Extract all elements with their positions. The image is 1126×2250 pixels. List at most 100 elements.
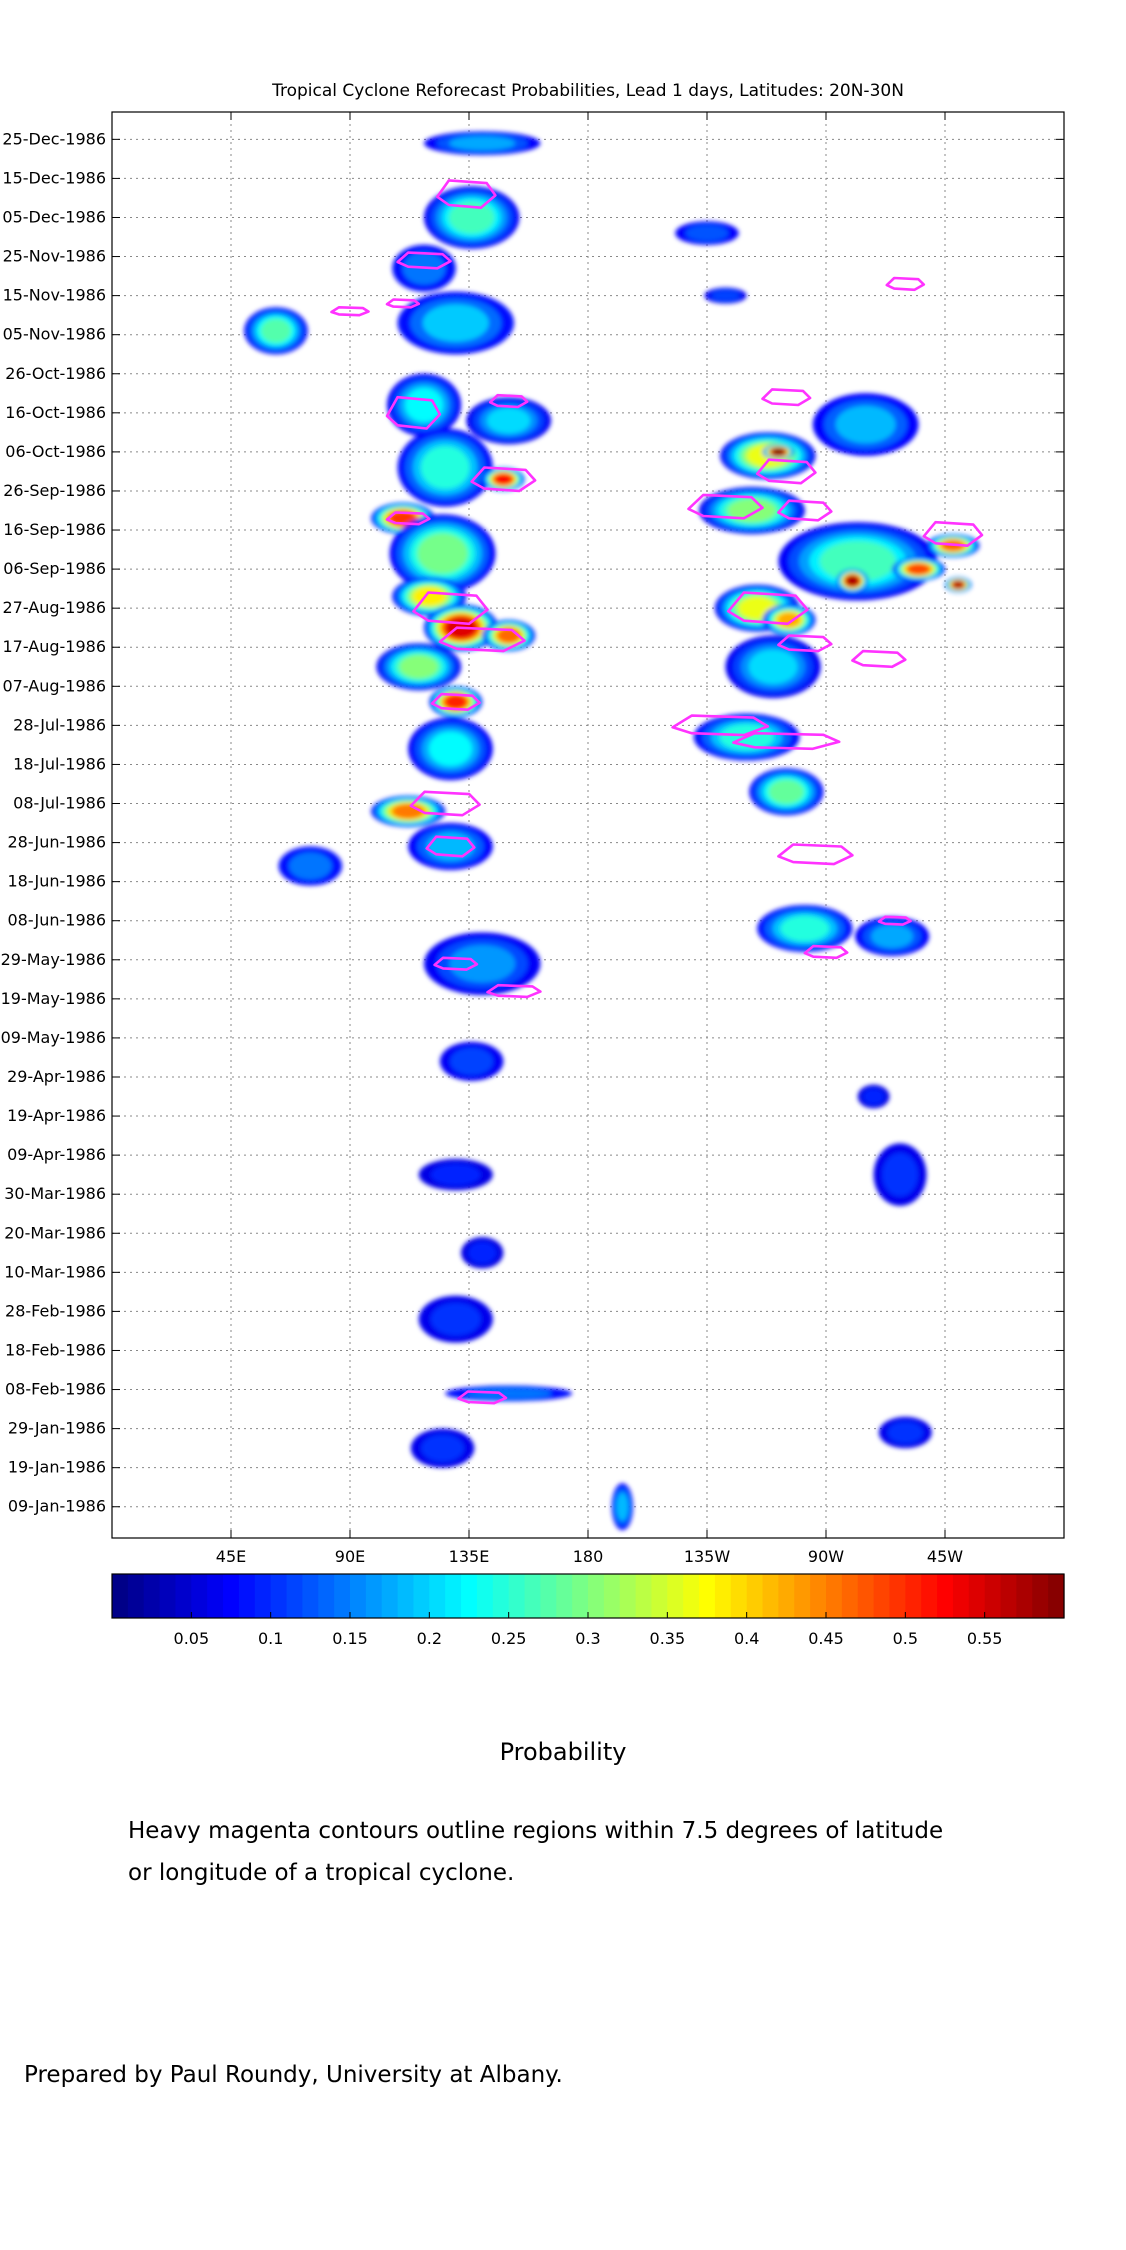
colorbar-segment	[381, 1574, 399, 1618]
x-tick-label: 45W	[927, 1547, 963, 1566]
colorbar-segment	[635, 1574, 653, 1618]
probability-cell	[421, 1434, 464, 1462]
probability-cell	[412, 586, 446, 606]
probability-cell	[780, 915, 830, 942]
y-tick-label: 20-Mar-1986	[4, 1223, 106, 1242]
y-tick-label: 08-Jul-1986	[13, 794, 106, 813]
probability-cell	[260, 318, 292, 343]
colorbar-tick-label: 0.1	[258, 1629, 283, 1648]
probability-cell	[486, 407, 531, 434]
cyclone-contour	[425, 835, 476, 858]
y-tick-label: 09-Jan-1986	[8, 1497, 106, 1516]
colorbar-segment	[984, 1574, 1002, 1618]
cyclone-contour	[726, 591, 809, 626]
colorbar-segment	[683, 1574, 700, 1618]
colorbar-label: Probability	[499, 1738, 627, 1766]
colorbar-segment	[841, 1574, 859, 1618]
colorbar-segment	[508, 1574, 526, 1618]
colorbar-tick-label: 0.3	[575, 1629, 600, 1648]
colorbar-segment	[826, 1574, 843, 1618]
colorbar-segment	[556, 1574, 573, 1618]
probability-cell	[449, 944, 516, 983]
y-tick-label: 28-Jul-1986	[13, 715, 106, 734]
probability-cell	[405, 387, 444, 423]
colorbar-segment	[1048, 1574, 1065, 1618]
y-tick-label: 27-Aug-1986	[2, 598, 106, 617]
y-axis-ticks: 09-Jan-1986 19-Jan-1986 29-Jan-1986 08-Feb-…	[1, 129, 1064, 1516]
y-tick-label: 19-Apr-1986	[7, 1106, 106, 1125]
cyclone-contour	[777, 634, 833, 653]
y-tick-label: 15-Nov-1986	[3, 286, 106, 305]
probability-cell	[430, 1163, 481, 1186]
colorbar-segment	[318, 1574, 335, 1618]
probability-cell	[465, 1387, 552, 1399]
colorbar-segment	[334, 1574, 351, 1618]
colorbar-segment	[540, 1574, 557, 1618]
probability-cell	[711, 290, 740, 302]
cyclone-contour	[803, 944, 849, 960]
chart-figure: Tropical Cyclone Reforecast Probabilitie…	[1, 81, 1065, 1648]
cyclone-contour	[412, 591, 489, 626]
cyclone-contour	[433, 956, 479, 971]
cyclone-contour	[438, 626, 526, 653]
y-tick-label: 30-Mar-1986	[4, 1184, 106, 1203]
colorbar-segment	[651, 1574, 668, 1618]
y-tick-label: 06-Sep-1986	[3, 559, 106, 578]
credit-text: Prepared by Paul Roundy, University at A…	[24, 2062, 563, 2088]
y-tick-label: 29-Apr-1986	[7, 1067, 106, 1086]
y-tick-label: 06-Oct-1986	[5, 442, 106, 461]
colorbar-segment	[810, 1574, 827, 1618]
probability-cell	[288, 852, 332, 880]
x-tick-label: 135E	[449, 1547, 490, 1566]
colorbar-segment	[143, 1574, 161, 1618]
y-tick-label: 28-Jun-1986	[7, 833, 106, 852]
cyclone-contour	[851, 649, 907, 669]
colorbar-segment	[588, 1574, 605, 1618]
colorbar-segment	[937, 1574, 954, 1618]
y-tick-label: 16-Oct-1986	[5, 403, 106, 422]
y-tick-label: 28-Feb-1986	[5, 1301, 106, 1320]
x-tick-label: 90E	[335, 1547, 365, 1566]
colorbar-segment	[1032, 1574, 1049, 1618]
cyclone-contour	[435, 179, 497, 209]
probability-cell	[448, 201, 495, 234]
x-tick-label: 90W	[808, 1547, 844, 1566]
probability-cell	[616, 1492, 629, 1521]
colorbar-segment	[889, 1574, 906, 1618]
y-tick-label: 15-Dec-1986	[2, 168, 106, 187]
colorbar-segment	[461, 1574, 478, 1618]
colorbar-segment	[175, 1574, 192, 1618]
y-tick-label: 18-Jun-1986	[7, 872, 106, 891]
cyclone-contour	[885, 276, 926, 292]
cyclone-contour	[430, 692, 481, 712]
probability-cell	[430, 1302, 481, 1336]
y-tick-label: 16-Sep-1986	[3, 520, 106, 539]
y-tick-label: 19-May-1986	[1, 989, 106, 1008]
probability-cell	[862, 1088, 885, 1105]
probability-cell	[882, 1152, 918, 1197]
x-axis-ticks: 45E 90E 135E 180 135W 90W 45W	[216, 112, 963, 1566]
colorbar-tick-label: 0.2	[417, 1629, 442, 1648]
probability-cell	[449, 136, 516, 151]
probability-cell	[399, 655, 439, 679]
cyclone-contour	[671, 714, 770, 737]
colorbar-segment	[286, 1574, 303, 1618]
colorbar-tick-label: 0.25	[491, 1629, 527, 1648]
colorbar-segment	[159, 1574, 177, 1618]
probability-cell	[771, 448, 785, 456]
y-tick-label: 05-Dec-1986	[2, 207, 106, 226]
colorbar-segment	[778, 1574, 795, 1618]
colorbar-segment	[667, 1574, 684, 1618]
probability-cell	[845, 575, 859, 587]
colorbar-segment	[857, 1574, 875, 1618]
colorbar-segment	[445, 1574, 462, 1618]
colorbar-segment	[429, 1574, 446, 1618]
cyclone-contour	[777, 499, 833, 522]
colorbar-segment	[730, 1574, 748, 1618]
colorbar-segment	[191, 1574, 208, 1618]
cyclone-contour	[330, 305, 370, 317]
x-tick-label: 135W	[684, 1547, 731, 1566]
probability-cell	[887, 1421, 924, 1444]
y-tick-label: 19-Jan-1986	[8, 1458, 106, 1477]
cyclone-contour	[761, 388, 812, 407]
